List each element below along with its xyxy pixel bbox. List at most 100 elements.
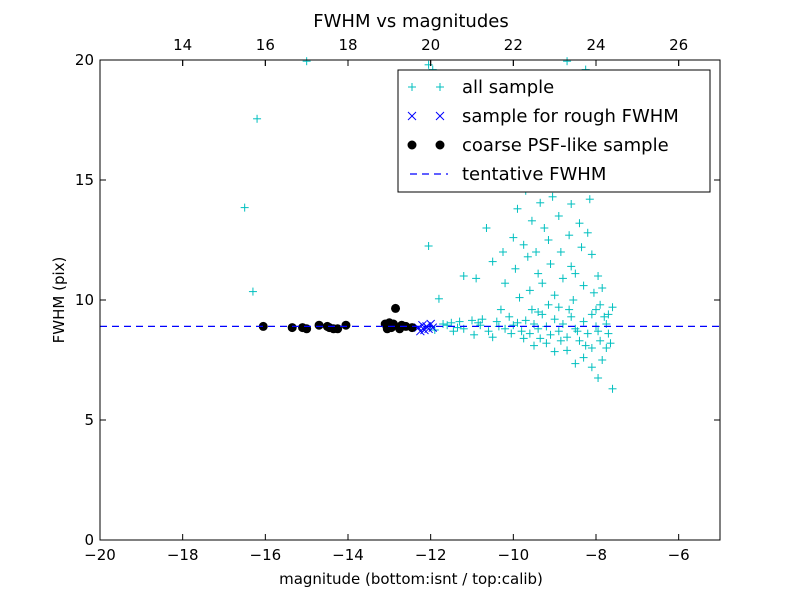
data-point (571, 359, 580, 368)
legend-entry: coarse PSF-like sample (407, 135, 669, 156)
data-point (592, 305, 600, 314)
data-point (439, 320, 448, 328)
data-point (391, 303, 401, 313)
data-point (488, 257, 497, 266)
data-point (594, 374, 603, 382)
marker-dot (341, 320, 351, 330)
legend-marker (407, 111, 417, 121)
data-point (415, 326, 425, 336)
data-point (459, 272, 468, 280)
data-point (548, 192, 557, 201)
data-point (453, 323, 462, 332)
data-point (587, 344, 596, 352)
data-point (575, 219, 584, 228)
marker-dot (314, 320, 324, 330)
marker-stroke (418, 320, 427, 330)
data-point (546, 260, 555, 268)
top-tick-label: 18 (338, 36, 357, 54)
top-tick-label: 16 (256, 36, 275, 54)
marker-dot (391, 303, 401, 313)
legend-marker (407, 140, 417, 150)
data-point (608, 384, 617, 393)
x-axis-label: magnitude (bottom:isnt / top:calib) (279, 570, 543, 588)
x-tick-label: −10 (498, 546, 530, 564)
legend-label: coarse PSF-like sample (462, 135, 669, 156)
data-point (424, 242, 433, 250)
data-point (546, 330, 555, 339)
legend-label: all sample (462, 77, 554, 98)
data-point (563, 57, 572, 66)
legend-entry: tentative FWHM (410, 164, 606, 185)
data-point (488, 333, 497, 342)
data-point (589, 288, 598, 297)
x-tick-label: −16 (250, 546, 282, 564)
data-point (302, 57, 311, 66)
y-tick-label: 15 (75, 171, 94, 189)
data-point (397, 320, 407, 330)
y-tick-label: 0 (84, 531, 94, 549)
data-point (455, 317, 464, 326)
data-point (240, 203, 249, 212)
data-point (577, 243, 586, 252)
data-point (602, 344, 611, 352)
legend-label: tentative FWHM (462, 164, 606, 185)
data-point (554, 327, 563, 336)
data-point (482, 224, 491, 232)
data-point (550, 315, 559, 324)
marker-dot (384, 318, 394, 328)
data-point (583, 228, 592, 237)
data-point (579, 281, 588, 290)
data-point (600, 312, 609, 321)
data-point (507, 329, 516, 338)
data-point (472, 274, 481, 283)
data-point (509, 233, 518, 242)
data-point (598, 356, 607, 364)
y-axis-label: FWHM (pix) (50, 257, 68, 344)
data-point (474, 318, 483, 327)
data-point (579, 353, 588, 362)
data-point (563, 346, 572, 355)
data-point (407, 323, 417, 333)
data-point (501, 279, 510, 288)
data-point (556, 336, 565, 345)
data-point (470, 330, 479, 339)
data-point (515, 293, 524, 302)
data-point (505, 312, 514, 321)
data-point (550, 347, 559, 356)
y-tick-label: 20 (75, 51, 94, 69)
data-point (583, 329, 592, 338)
x-tick-label: −8 (585, 546, 607, 564)
data-point (542, 339, 551, 348)
data-point (468, 316, 476, 325)
data-point (248, 287, 257, 296)
data-point (496, 305, 505, 314)
data-point (509, 321, 518, 330)
data-point (536, 198, 545, 207)
data-point (573, 327, 582, 336)
data-point (499, 248, 507, 256)
data-point (544, 236, 553, 244)
top-tick-label: 26 (669, 36, 688, 54)
data-point (598, 284, 607, 292)
data-point (594, 327, 603, 336)
data-point (587, 250, 596, 259)
data-point (608, 303, 617, 312)
x-tick-label: −12 (415, 546, 447, 564)
data-point (478, 315, 487, 324)
data-point (521, 316, 530, 325)
marker-dot (324, 323, 334, 333)
y-tick-label: 5 (84, 411, 94, 429)
data-point (554, 212, 563, 220)
data-point (554, 303, 563, 312)
chart-title: FWHM vs magnitudes (313, 11, 508, 32)
legend-marker (408, 83, 416, 91)
marker-stroke (407, 111, 417, 121)
data-point (530, 341, 538, 350)
data-point (527, 216, 536, 225)
data-point (501, 324, 510, 333)
data-point (525, 286, 534, 295)
data-point (558, 274, 567, 283)
data-point (536, 334, 545, 343)
top-tick-label: 14 (173, 36, 192, 54)
